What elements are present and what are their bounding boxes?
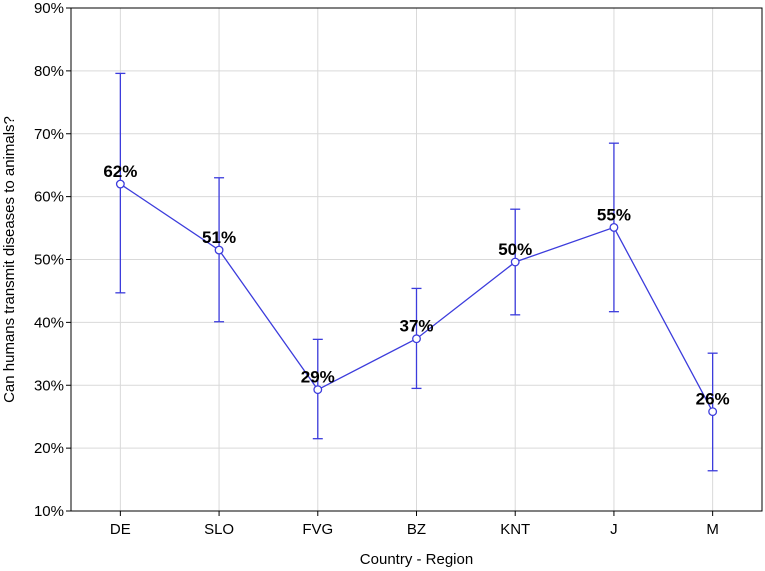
- y-tick-label: 40%: [34, 314, 64, 331]
- data-point: [708, 407, 718, 417]
- x-tick-label: M: [706, 521, 719, 538]
- x-axis: DE SLO FVG BZ KNT J M: [110, 511, 719, 538]
- data-point: [313, 385, 323, 395]
- y-tick-label: 10%: [34, 503, 64, 520]
- data-label: 50%: [498, 240, 532, 259]
- data-point: [609, 222, 619, 232]
- data-label: 26%: [696, 390, 730, 409]
- data-label: 51%: [202, 228, 236, 247]
- grid-lines: [71, 7, 762, 512]
- y-tick-label: 60%: [34, 189, 64, 206]
- data-point: [510, 257, 520, 267]
- x-tick-label: FVG: [302, 521, 333, 538]
- y-tick-label: 80%: [34, 63, 64, 80]
- data-point: [115, 179, 125, 189]
- y-tick-label: 30%: [34, 377, 64, 394]
- x-tick-label: DE: [110, 521, 131, 538]
- x-tick-label: J: [610, 521, 618, 538]
- y-axis: 10% 20% 30% 40% 50% 60% 70% 80% 90%: [34, 0, 71, 520]
- x-axis-title: Country - Region: [360, 551, 473, 568]
- x-tick-label: SLO: [204, 521, 234, 538]
- data-label: 62%: [103, 162, 137, 181]
- data-label: 55%: [597, 205, 631, 224]
- data-point: [214, 245, 224, 255]
- y-tick-label: 20%: [34, 440, 64, 457]
- data-label: 29%: [301, 368, 335, 387]
- x-tick-label: KNT: [500, 521, 530, 538]
- series-mean: 62% 51% 29% 37% 50% 55% 26%: [103, 72, 730, 472]
- y-tick-label: 90%: [34, 0, 64, 17]
- y-tick-label: 50%: [34, 252, 64, 269]
- y-tick-label: 70%: [34, 126, 64, 143]
- y-axis-title: Can humans transmit diseases to animals?: [1, 116, 18, 403]
- data-point: [412, 334, 421, 344]
- x-tick-label: BZ: [407, 521, 426, 538]
- data-label: 37%: [399, 317, 433, 336]
